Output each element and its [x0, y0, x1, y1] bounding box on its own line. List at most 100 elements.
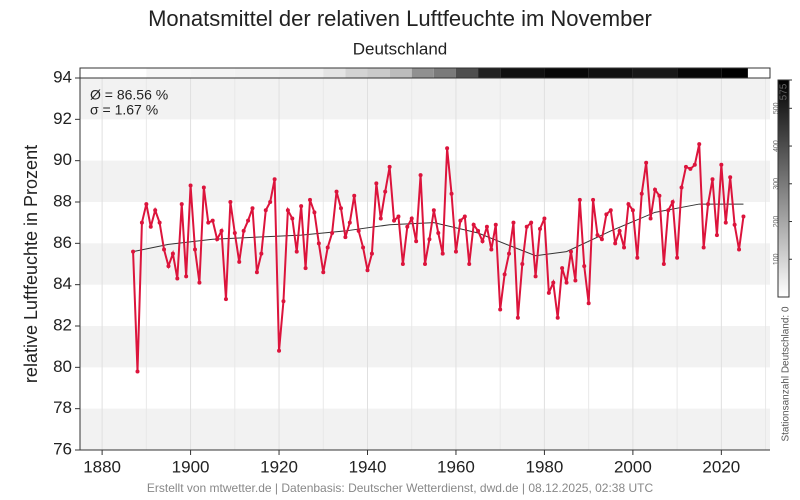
strip-frame: [79, 67, 771, 79]
data-point: [210, 218, 215, 223]
data-point: [365, 268, 370, 273]
chart-title: Monatsmittel der relativen Luftfeuchte i…: [148, 6, 652, 31]
colorbar-tick-label: 200: [773, 216, 780, 228]
band: [80, 160, 770, 202]
y-tick-label: 84: [53, 274, 72, 293]
data-point: [635, 255, 640, 260]
data-point: [166, 264, 171, 269]
station-count: [234, 68, 280, 78]
station-count: [677, 68, 722, 78]
data-point: [564, 280, 569, 285]
data-point: [630, 208, 635, 213]
data-point: [661, 262, 666, 266]
x-tick-label: 1940: [349, 457, 387, 476]
colorbar-tick-label: 300: [773, 178, 780, 190]
data-point: [657, 193, 662, 198]
data-point: [639, 191, 644, 196]
data-point: [617, 228, 622, 233]
data-point: [206, 220, 211, 225]
data-point: [175, 276, 180, 281]
data-point: [586, 301, 591, 306]
data-point: [263, 208, 268, 213]
data-point: [511, 220, 516, 225]
data-point: [223, 297, 228, 302]
data-point: [675, 255, 680, 260]
data-point: [683, 164, 688, 169]
colorbar: [777, 79, 790, 298]
data-point: [170, 251, 175, 256]
y-tick-label: 94: [53, 67, 72, 86]
data-point: [361, 245, 366, 250]
data-point: [272, 177, 277, 182]
data-point: [622, 245, 627, 250]
data-point: [507, 251, 512, 256]
data-point: [560, 266, 565, 271]
data-point: [436, 231, 441, 235]
data-point: [653, 187, 657, 192]
data-point: [290, 216, 295, 221]
data-point: [568, 249, 573, 254]
y-tick-label: 80: [53, 357, 72, 376]
data-point: [250, 206, 255, 211]
data-point: [188, 183, 193, 188]
x-tick-label: 1920: [260, 457, 298, 476]
footer: Erstellt von mtwetter.de | Datenbasis: D…: [147, 481, 654, 495]
data-point: [706, 202, 711, 207]
data-point: [139, 220, 144, 225]
band: [80, 326, 770, 368]
data-point: [573, 278, 578, 283]
data-point: [493, 222, 498, 227]
colorbar-tick-label: 500: [773, 102, 780, 114]
data-point: [551, 280, 556, 285]
data-point: [201, 185, 206, 190]
colorbar-tick-label: 575: [779, 83, 790, 100]
stat-sd: σ = 1.67 %: [90, 102, 158, 118]
data-point: [595, 233, 600, 238]
y-tick-label: 90: [53, 150, 72, 169]
data-point: [692, 162, 697, 167]
data-point: [268, 200, 273, 204]
data-point: [383, 189, 388, 194]
data-point: [303, 266, 308, 271]
data-point: [688, 166, 693, 171]
data-point: [445, 146, 450, 151]
station-count: [544, 68, 589, 78]
data-point: [710, 177, 715, 182]
y-tick-label: 76: [53, 439, 72, 458]
station-count: [721, 68, 748, 78]
station-count: [190, 68, 235, 78]
data-point: [338, 206, 343, 211]
data-point: [524, 224, 529, 229]
data-point: [356, 228, 361, 233]
data-point: [232, 231, 237, 235]
data-point: [697, 142, 702, 147]
data-point: [732, 222, 737, 227]
data-point: [237, 259, 242, 264]
data-point: [179, 202, 184, 207]
data-point: [458, 218, 463, 223]
station-count: [455, 68, 479, 78]
band: [80, 78, 770, 120]
data-point: [626, 202, 631, 207]
y-tick-label: 78: [53, 398, 72, 417]
data-point: [679, 185, 684, 190]
y-tick-label: 92: [53, 109, 72, 128]
data-point: [325, 245, 330, 250]
data-point: [471, 222, 476, 227]
data-point: [423, 262, 427, 266]
x-tick-label: 1980: [526, 457, 564, 476]
data-point: [453, 249, 458, 254]
data-point: [555, 315, 560, 320]
station-count: [323, 68, 346, 78]
data-point: [418, 173, 423, 178]
data-point: [714, 233, 719, 238]
data-point: [648, 216, 653, 221]
data-point: [533, 274, 538, 279]
data-point: [449, 191, 454, 196]
y-tick-label: 88: [53, 191, 72, 210]
data-point: [719, 162, 724, 167]
band: [80, 408, 770, 450]
data-point: [670, 200, 675, 204]
data-point: [184, 274, 189, 279]
data-point: [254, 270, 259, 275]
